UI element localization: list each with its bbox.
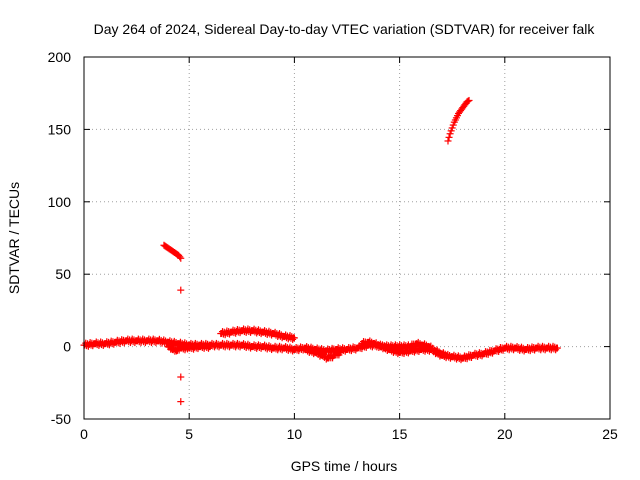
x-tick-labels: 0 5 10 15 20 25 bbox=[80, 426, 618, 442]
data-point bbox=[177, 373, 185, 381]
x-tick-label: 15 bbox=[392, 426, 408, 442]
y-tick-label: 100 bbox=[48, 194, 72, 210]
chart-title: Day 264 of 2024, Sidereal Day-to-day VTE… bbox=[94, 21, 596, 37]
y-tick-label: -50 bbox=[51, 411, 71, 427]
grid bbox=[84, 57, 610, 419]
data-point bbox=[177, 254, 185, 262]
plot-frame bbox=[83, 56, 611, 420]
data-point bbox=[177, 398, 185, 406]
y-tick-label: 150 bbox=[48, 121, 72, 137]
data-point bbox=[442, 351, 450, 359]
data-point bbox=[464, 97, 472, 105]
data-point bbox=[445, 133, 453, 141]
x-tick-label: 20 bbox=[497, 426, 513, 442]
data-points bbox=[80, 96, 561, 406]
y-tick-labels: -50 0 50 100 150 200 bbox=[48, 49, 72, 427]
data-point bbox=[465, 96, 473, 104]
y-tick-label: 200 bbox=[48, 49, 72, 65]
x-tick-label: 25 bbox=[602, 426, 618, 442]
data-point bbox=[444, 137, 452, 145]
data-point bbox=[177, 286, 185, 294]
data-point bbox=[290, 334, 298, 342]
tick-marks bbox=[83, 56, 611, 420]
data-point bbox=[441, 350, 449, 358]
data-point bbox=[206, 343, 214, 351]
y-tick-label: 0 bbox=[63, 339, 71, 355]
data-point bbox=[337, 348, 345, 356]
data-point bbox=[553, 344, 561, 352]
data-point bbox=[176, 253, 184, 261]
x-tick-label: 0 bbox=[80, 426, 88, 442]
y-tick-label: 50 bbox=[55, 266, 71, 282]
y-axis-label: SDTVAR / TECUs bbox=[6, 182, 22, 294]
x-tick-label: 10 bbox=[287, 426, 303, 442]
x-axis-label: GPS time / hours bbox=[291, 458, 398, 474]
x-tick-label: 5 bbox=[185, 426, 193, 442]
